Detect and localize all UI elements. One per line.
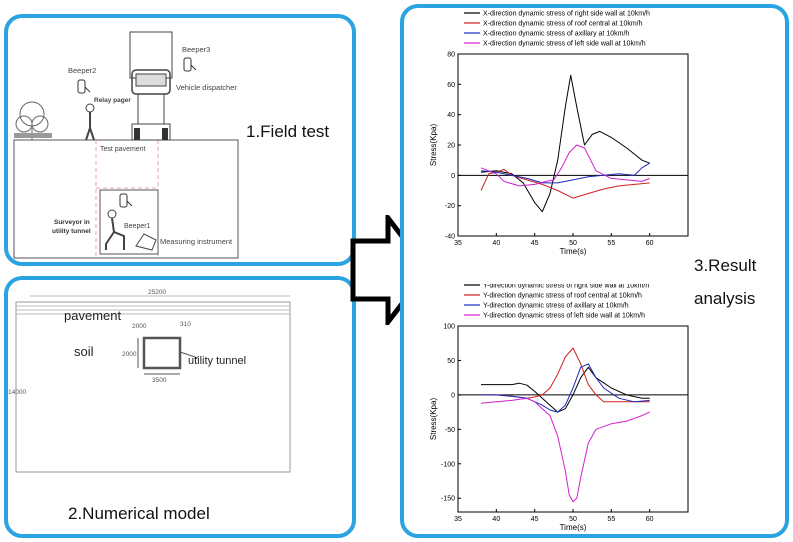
tree-icon [14, 101, 52, 140]
ground-block [13, 139, 239, 259]
y-tick-label: -20 [445, 203, 455, 210]
chart-y-direction: 35 40 45 50 55 60 -150 -100 -50 0 50 100 Time(s) Stre… [429, 284, 689, 532]
beeper1-label: Beeper1 [124, 223, 151, 230]
series-line-1 [480, 74, 650, 213]
x-tick-label: 60 [646, 516, 654, 523]
tunnel-box [99, 189, 159, 255]
surveyor-icon [105, 209, 125, 250]
y-tick-label: 0 [451, 392, 455, 399]
field-test-panel: Beeper2 Relay pager Beeper3 Vehicle disp… [4, 14, 356, 266]
surveyor-label-line1: Surveyor in [54, 219, 90, 226]
legend-label-1: Y-direction dynamic stress of right side… [483, 284, 649, 290]
dim-height: 2000 [122, 351, 137, 358]
y-tick-label: -150 [441, 496, 455, 503]
test-pavement-label: Test pavement [100, 146, 146, 153]
relay-pager-person-icon [85, 103, 95, 141]
truck-icon [129, 31, 173, 141]
y-tick-label: -50 [445, 427, 455, 434]
y-tick-label: 60 [447, 82, 455, 89]
dim-total-width: 25200 [148, 289, 166, 296]
y-tick-label: 20 [447, 143, 455, 150]
numerical-model-sketch: 25200 2000 310 2000 3500 14000 pavement … [8, 289, 291, 473]
x-tick-label: 40 [492, 240, 500, 247]
y-tick-label: -40 [445, 234, 455, 241]
beeper3-icon [183, 57, 197, 72]
dim-depth: 2000 [132, 323, 147, 330]
beeper2-label: Beeper2 [68, 66, 96, 75]
legend-label-1: X-direction dynamic stress of right side… [483, 11, 650, 18]
y-axis-label: Stress(Kpa) [429, 124, 438, 167]
beeper2-icon [77, 79, 91, 94]
x-tick-label: 60 [646, 240, 654, 247]
legend-label-4: Y-direction dynamic stress of left side … [483, 313, 645, 320]
beeper1-icon [119, 193, 133, 208]
y-tick-label: -100 [441, 461, 455, 468]
dim-width: 3500 [152, 377, 167, 384]
x-tick-label: 55 [607, 240, 615, 247]
x-tick-label: 50 [569, 516, 577, 523]
result-analysis-panel: 35 40 45 50 55 60 -40 -20 0 20 40 60 80 Time(s) Stress… [400, 4, 789, 538]
y-tick-label: 0 [451, 173, 455, 180]
x-tick-label: 50 [569, 240, 577, 247]
tunnel-section [142, 336, 182, 370]
legend-label-4: X-direction dynamic stress of left side … [483, 41, 646, 48]
y-tick-label: 100 [443, 324, 455, 331]
x-tick-label: 40 [492, 516, 500, 523]
chart-x-direction: 35 40 45 50 55 60 -40 -20 0 20 40 60 80 Time(s) Stress… [429, 11, 689, 256]
x-axis-label: Time(s) [560, 523, 587, 532]
field-test-sketch: Beeper2 Relay pager Beeper3 Vehicle disp… [13, 31, 239, 259]
x-tick-label: 35 [454, 516, 462, 523]
legend-label-3: X-direction dynamic stress of axillary a… [483, 31, 629, 38]
beeper3-label: Beeper3 [182, 45, 210, 54]
series-line-3 [480, 162, 650, 184]
surveyor-label-line2: utility tunnel [52, 228, 91, 235]
pavement-label: pavement [64, 308, 121, 323]
legend-label-2: Y-direction dynamic stress of roof centr… [483, 293, 642, 300]
tunnel-leader-line [179, 351, 199, 359]
numerical-model-panel: 25200 2000 310 2000 3500 14000 pavement … [4, 276, 356, 538]
series-line-4 [480, 144, 650, 187]
utility-tunnel-label: utility tunnel [188, 355, 246, 367]
soil-label: soil [74, 344, 94, 359]
result-title-line2: analysis [694, 289, 756, 308]
numerical-model-title: 2.Numerical model [68, 504, 210, 523]
x-axis-label: Time(s) [560, 247, 587, 256]
vehicle-dispatcher-label: Vehicle dispatcher [176, 83, 237, 92]
field-test-title: 1.Field test [246, 122, 330, 141]
y-axis-label: Stress(Kpa) [429, 398, 438, 441]
dim-side: 14000 [8, 389, 26, 396]
plot-frame [457, 53, 689, 237]
x-tick-label: 45 [531, 240, 539, 247]
x-tick-label: 45 [531, 516, 539, 523]
plot-frame [457, 325, 689, 513]
result-title-line1: 3.Result [694, 256, 757, 275]
series-line-2 [480, 168, 650, 199]
x-tick-label: 35 [454, 240, 462, 247]
y-tick-label: 80 [447, 52, 455, 59]
series-line-4 [480, 397, 650, 503]
legend-label-2: X-direction dynamic stress of roof centr… [483, 21, 643, 28]
relay-pager-label: Relay pager [94, 97, 131, 104]
series-line-3 [481, 363, 650, 413]
measuring-instrument-label: Measuring instrument [160, 237, 233, 246]
soil-domain [15, 301, 291, 473]
measuring-instrument-icon [135, 233, 157, 251]
series-line-1 [481, 366, 650, 413]
legend-label-3: Y-direction dynamic stress of axillary a… [483, 303, 629, 310]
x-tick-label: 55 [607, 516, 615, 523]
y-tick-label: 50 [447, 358, 455, 365]
y-tick-label: 40 [447, 112, 455, 119]
dim-small: 310 [180, 321, 191, 328]
